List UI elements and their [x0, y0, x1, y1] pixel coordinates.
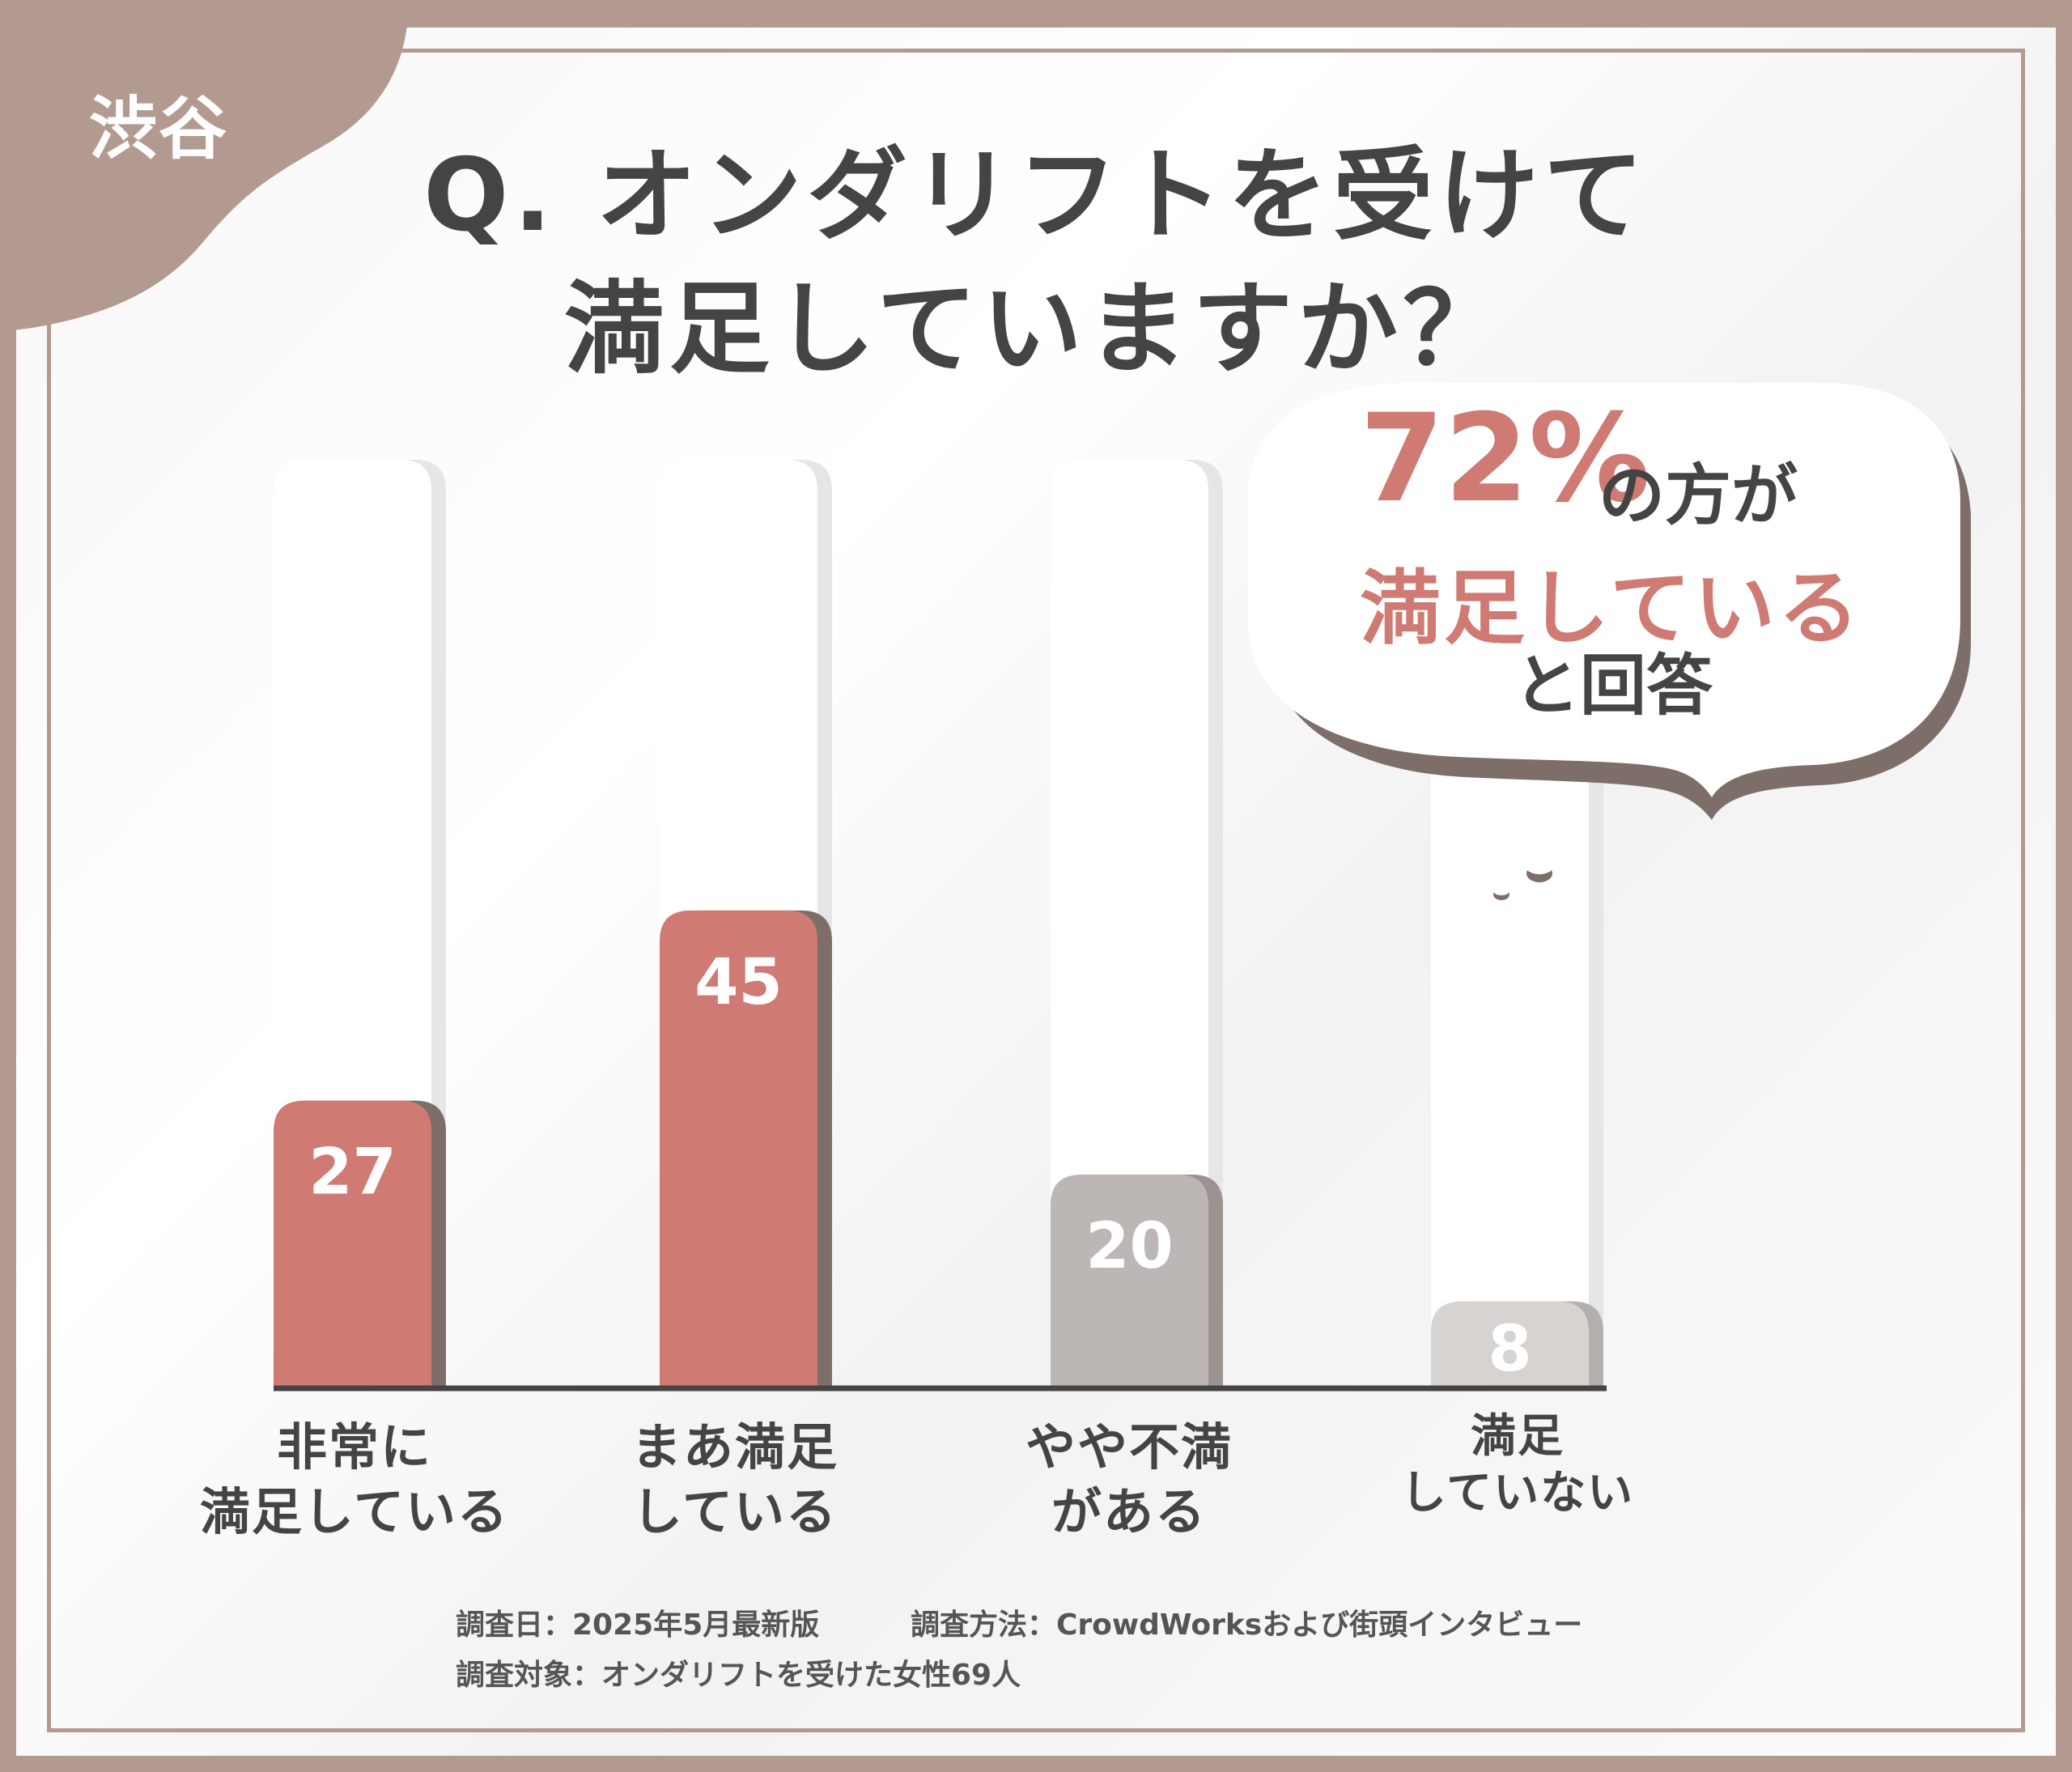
bar-track-2	[1051, 460, 1208, 1386]
callout-closing: と回答	[1514, 648, 1713, 725]
data-label-2: 20	[1085, 1210, 1174, 1283]
x-label-0-line1: 非常に	[276, 1417, 432, 1477]
x-label-3: 満足 していない	[1323, 1409, 1712, 1522]
x-label-0: 非常に 満足している	[160, 1415, 549, 1545]
chart-title-line2: 満足していますか？	[563, 271, 1509, 388]
x-label-3-line1: 満足	[1471, 1410, 1565, 1463]
bar-3	[1431, 1301, 1589, 1386]
x-label-1-line2: している	[631, 1482, 839, 1541]
location-tag: 渋谷	[89, 89, 229, 168]
callout-suffix: の方が	[1599, 457, 1798, 534]
bar-0	[274, 1100, 431, 1386]
x-label-1-line1: まあ満足	[631, 1417, 839, 1477]
x-label-2-line1: やや不満	[1025, 1417, 1233, 1477]
x-label-2: やや不満 がある	[935, 1415, 1323, 1545]
footnote-method: 調査方法：CrowdWorksおよび街頭インタビュー	[911, 1608, 1583, 1642]
bar-2	[1051, 1175, 1208, 1386]
x-label-2-line2: がある	[1051, 1482, 1207, 1541]
callout-percent: 72%	[1360, 389, 1651, 529]
inner-frame	[47, 49, 2025, 1732]
x-label-3-line2: していない	[1400, 1467, 1635, 1519]
corner-blob	[0, 0, 409, 332]
data-label-3: 8	[1488, 1313, 1531, 1386]
data-label-1: 45	[694, 946, 783, 1019]
x-label-0-line2: 満足している	[199, 1482, 510, 1541]
chart-title-line1: Q. オンダリフトを受けて	[423, 138, 1649, 254]
speech-bubble	[1248, 382, 1971, 900]
footnote-date: 調査日：2025年5月最新版	[456, 1608, 820, 1642]
data-label-0: 27	[308, 1137, 397, 1209]
bar-1	[660, 910, 817, 1386]
footnote-target: 調査対象：オンダリフトを受けた女性69人	[456, 1659, 1021, 1692]
callout-highlight: 満足している	[1360, 561, 1862, 656]
x-label-1: まあ満足 している	[541, 1415, 929, 1545]
